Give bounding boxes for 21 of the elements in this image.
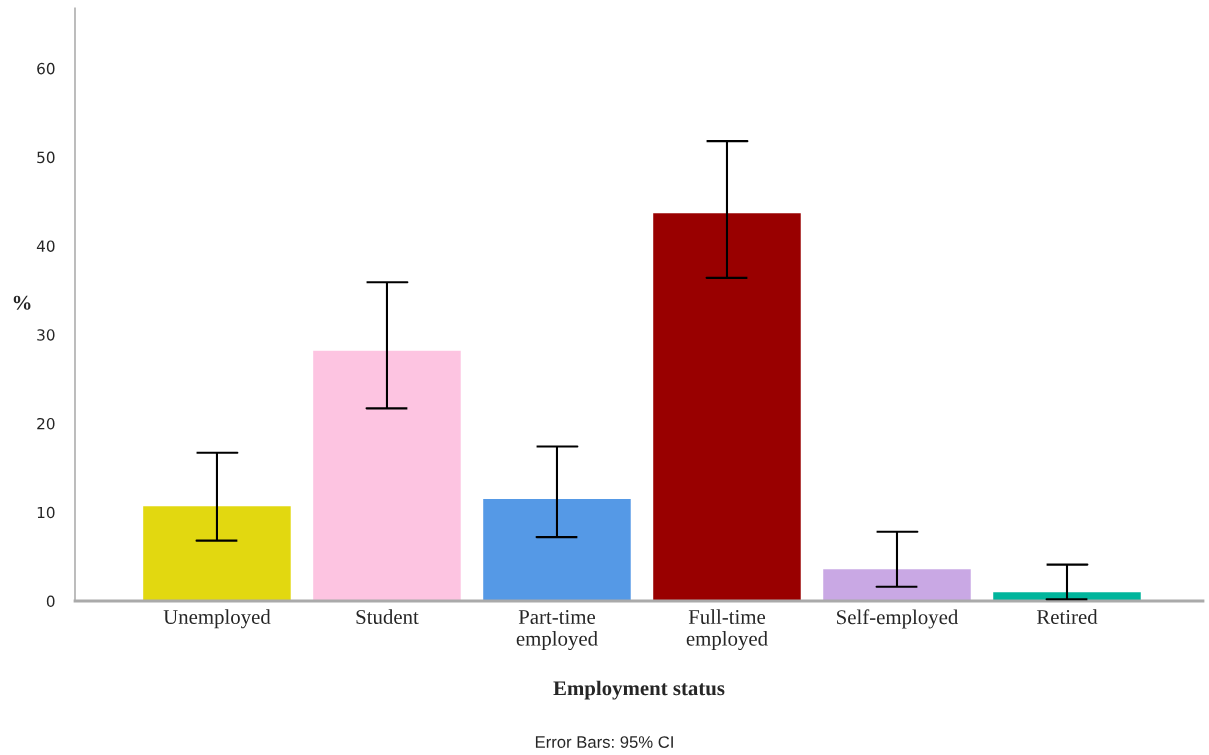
- y-tick-label: 10: [37, 506, 55, 519]
- x-tick-label: Student: [356, 609, 419, 624]
- y-tick-label: 50: [37, 151, 55, 164]
- text: Error Bars: 95% CI: [535, 736, 673, 748]
- x-tick-label: Full-time employed: [686, 609, 768, 651]
- y-tick-label: 40: [36, 240, 55, 252]
- bar: [141, 504, 293, 601]
- x-tick-label: Retired: [1036, 609, 1098, 624]
- y-tick-label: 60: [37, 62, 55, 75]
- x-tick-label: Part-time employed: [516, 609, 598, 651]
- bar: [481, 496, 633, 601]
- x-axis-title: Employment status: [553, 680, 725, 700]
- x-tick-label: Self-employed: [837, 609, 959, 629]
- bar: [821, 567, 973, 601]
- bar: [651, 211, 803, 601]
- y-tick-label: 20: [37, 417, 55, 430]
- y-tick-label: 30: [37, 329, 55, 341]
- y-tick-label: 0: [46, 595, 55, 608]
- y-axis-title: %: [13, 295, 31, 310]
- bar: [311, 348, 463, 601]
- x-tick-label: Unemployed: [163, 609, 271, 629]
